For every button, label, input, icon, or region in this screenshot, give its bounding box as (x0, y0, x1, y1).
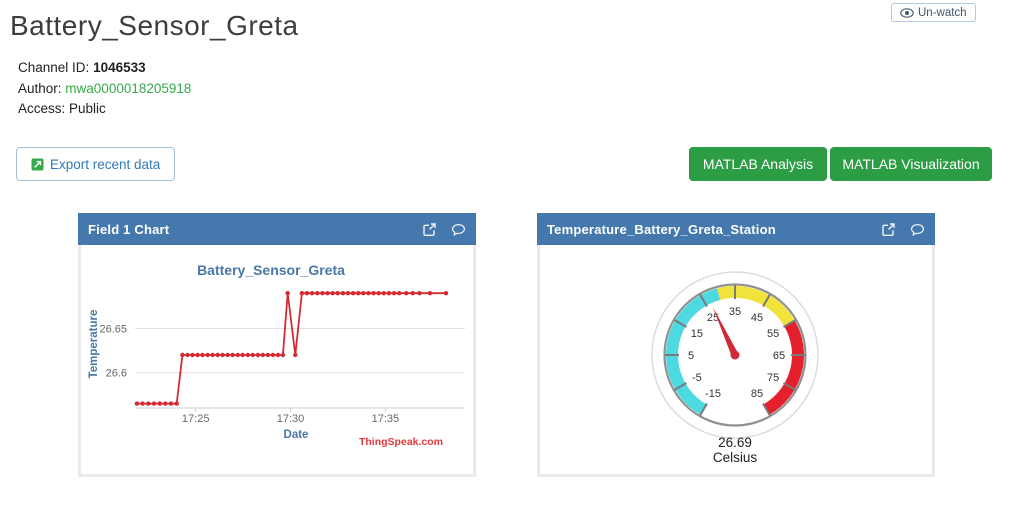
field1-chart-body: 26.6 26.65 17:25 17:30 17:35 Battery_Sensor_G… (78, 245, 476, 477)
svg-text:45: 45 (751, 312, 763, 324)
field1-line-chart: 26.6 26.65 17:25 17:30 17:35 Battery_Sensor_G… (88, 262, 465, 448)
external-link-icon[interactable] (422, 222, 437, 237)
svg-text:Date: Date (284, 429, 309, 441)
svg-text:5: 5 (688, 350, 694, 362)
gauge-body: -15 -5 5 15 25 35 45 55 65 75 85 26.69 Celsius (537, 245, 935, 477)
svg-text:-5: -5 (692, 372, 702, 384)
access-row: Access: Public (18, 99, 191, 120)
unwatch-label: Un-watch (918, 6, 967, 19)
matlab-visualization-button[interactable]: MATLAB Visualization (830, 147, 992, 181)
gauge-unit-text: Celsius (713, 450, 758, 465)
access-value: Public (69, 101, 106, 116)
external-link-icon[interactable] (881, 222, 896, 237)
svg-text:55: 55 (767, 328, 779, 340)
svg-text:26.65: 26.65 (99, 324, 127, 336)
svg-text:17:35: 17:35 (372, 413, 400, 425)
svg-text:-15: -15 (705, 388, 721, 400)
channel-id-value: 1046533 (93, 60, 146, 75)
export-label: Export recent data (50, 156, 161, 172)
author-label: Author: (18, 80, 62, 96)
svg-text:35: 35 (729, 306, 741, 318)
field1-chart-header: Field 1 Chart (78, 213, 476, 245)
eye-icon (900, 7, 914, 18)
comment-icon[interactable] (910, 222, 925, 237)
matlab-analysis-button[interactable]: MATLAB Analysis (689, 147, 827, 181)
channel-id-row: Channel ID: 1046533 (18, 58, 191, 79)
svg-text:17:30: 17:30 (277, 413, 305, 425)
page-title: Battery_Sensor_Greta (10, 10, 299, 41)
comment-icon[interactable] (451, 222, 466, 237)
export-icon (31, 158, 44, 170)
access-label: Access: (18, 101, 66, 116)
field1-chart-title: Field 1 Chart (88, 221, 170, 237)
author-row: Author: mwa0000018205918 (18, 79, 191, 100)
channel-id-label: Channel ID: (18, 60, 90, 75)
svg-text:Battery_Sensor_Greta: Battery_Sensor_Greta (197, 262, 345, 278)
svg-text:ThingSpeak.com: ThingSpeak.com (359, 436, 443, 448)
export-recent-data-button[interactable]: Export recent data (16, 147, 176, 181)
field1-chart-card: Field 1 Chart 26.6 26.65 17:25 17:30 17:35 Ba… (78, 213, 476, 477)
unwatch-button[interactable]: Un-watch (891, 3, 976, 22)
svg-text:17:25: 17:25 (182, 413, 210, 425)
gauge-header: Temperature_Battery_Greta_Station (537, 213, 935, 245)
svg-text:85: 85 (751, 388, 763, 400)
author-link[interactable]: mwa0000018205918 (65, 80, 192, 96)
svg-text:65: 65 (773, 350, 785, 362)
svg-text:26.6: 26.6 (106, 368, 127, 380)
svg-text:75: 75 (767, 372, 779, 384)
channel-info: Channel ID: 1046533 Author: mwa000001820… (18, 58, 191, 120)
gauge-value-text: 26.69 (718, 435, 752, 450)
svg-text:Temperature: Temperature (88, 310, 100, 379)
gauge-title: Temperature_Battery_Greta_Station (547, 221, 776, 237)
gauge-card: Temperature_Battery_Greta_Station -15 -5 5… (537, 213, 935, 477)
svg-text:15: 15 (691, 328, 703, 340)
